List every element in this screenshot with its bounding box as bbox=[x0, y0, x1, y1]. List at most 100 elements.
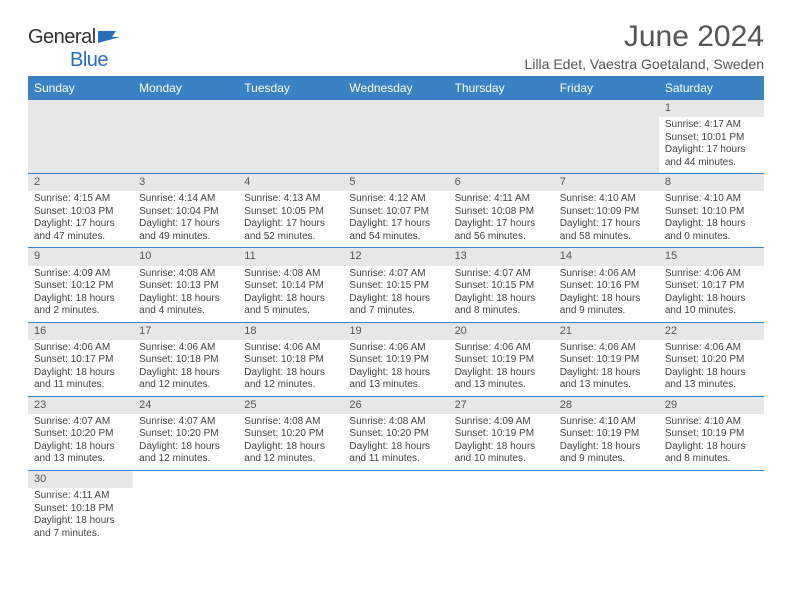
daylight-text: Daylight: 18 hours and 10 minutes. bbox=[665, 293, 758, 318]
sunrise-text: Sunrise: 4:10 AM bbox=[560, 193, 653, 206]
weekday-header: Sunday bbox=[28, 76, 133, 100]
calendar-day-cell: 10Sunrise: 4:08 AMSunset: 10:13 PMDaylig… bbox=[133, 248, 238, 322]
daylight-text: Daylight: 18 hours and 7 minutes. bbox=[349, 293, 442, 318]
daylight-text: Daylight: 18 hours and 8 minutes. bbox=[665, 441, 758, 466]
weekday-header: Saturday bbox=[659, 76, 764, 100]
calendar-day-cell bbox=[659, 470, 764, 544]
day-number: 25 bbox=[238, 397, 343, 414]
daylight-text: Daylight: 17 hours and 58 minutes. bbox=[560, 218, 653, 243]
day-number: 29 bbox=[659, 397, 764, 414]
calendar-day-cell: 20Sunrise: 4:06 AMSunset: 10:19 PMDaylig… bbox=[449, 322, 554, 396]
sunset-text: Sunset: 10:19 PM bbox=[560, 354, 653, 367]
sunrise-text: Sunrise: 4:12 AM bbox=[349, 193, 442, 206]
daylight-text: Daylight: 18 hours and 13 minutes. bbox=[349, 367, 442, 392]
calendar-week-row: 23Sunrise: 4:07 AMSunset: 10:20 PMDaylig… bbox=[28, 396, 764, 470]
daylight-text: Daylight: 18 hours and 7 minutes. bbox=[34, 515, 127, 540]
sunrise-text: Sunrise: 4:07 AM bbox=[34, 416, 127, 429]
day-number: 11 bbox=[238, 248, 343, 265]
day-content: Sunrise: 4:08 AMSunset: 10:14 PMDaylight… bbox=[238, 266, 343, 322]
sunrise-text: Sunrise: 4:17 AM bbox=[665, 119, 758, 132]
sunrise-text: Sunrise: 4:06 AM bbox=[560, 268, 653, 281]
sunset-text: Sunset: 10:09 PM bbox=[560, 206, 653, 219]
sunset-text: Sunset: 10:15 PM bbox=[349, 280, 442, 293]
weekday-header: Friday bbox=[554, 76, 659, 100]
calendar-day-cell bbox=[28, 100, 133, 174]
day-content: Sunrise: 4:06 AMSunset: 10:19 PMDaylight… bbox=[343, 340, 448, 396]
daylight-text: Daylight: 18 hours and 12 minutes. bbox=[139, 367, 232, 392]
sunset-text: Sunset: 10:20 PM bbox=[34, 428, 127, 441]
sunrise-text: Sunrise: 4:07 AM bbox=[455, 268, 548, 281]
day-content: Sunrise: 4:15 AMSunset: 10:03 PMDaylight… bbox=[28, 191, 133, 247]
calendar-day-cell: 3Sunrise: 4:14 AMSunset: 10:04 PMDayligh… bbox=[133, 174, 238, 248]
sunrise-text: Sunrise: 4:06 AM bbox=[244, 342, 337, 355]
sunrise-text: Sunrise: 4:06 AM bbox=[665, 268, 758, 281]
calendar-week-row: 16Sunrise: 4:06 AMSunset: 10:17 PMDaylig… bbox=[28, 322, 764, 396]
sunset-text: Sunset: 10:20 PM bbox=[349, 428, 442, 441]
sunset-text: Sunset: 10:16 PM bbox=[560, 280, 653, 293]
day-content: Sunrise: 4:06 AMSunset: 10:20 PMDaylight… bbox=[659, 340, 764, 396]
logo-text: GeneralBlue bbox=[28, 26, 120, 72]
day-content: Sunrise: 4:14 AMSunset: 10:04 PMDaylight… bbox=[133, 191, 238, 247]
day-content: Sunrise: 4:06 AMSunset: 10:19 PMDaylight… bbox=[449, 340, 554, 396]
sunrise-text: Sunrise: 4:10 AM bbox=[560, 416, 653, 429]
day-number: 6 bbox=[449, 174, 554, 191]
day-content: Sunrise: 4:08 AMSunset: 10:20 PMDaylight… bbox=[343, 414, 448, 470]
calendar-day-cell: 17Sunrise: 4:06 AMSunset: 10:18 PMDaylig… bbox=[133, 322, 238, 396]
day-number: 15 bbox=[659, 248, 764, 265]
daylight-text: Daylight: 18 hours and 13 minutes. bbox=[455, 367, 548, 392]
sunset-text: Sunset: 10:19 PM bbox=[455, 428, 548, 441]
sunrise-text: Sunrise: 4:09 AM bbox=[34, 268, 127, 281]
sunset-text: Sunset: 10:17 PM bbox=[34, 354, 127, 367]
day-number: 28 bbox=[554, 397, 659, 414]
sunrise-text: Sunrise: 4:10 AM bbox=[665, 416, 758, 429]
sunrise-text: Sunrise: 4:15 AM bbox=[34, 193, 127, 206]
day-number: 10 bbox=[133, 248, 238, 265]
day-content: Sunrise: 4:06 AMSunset: 10:18 PMDaylight… bbox=[133, 340, 238, 396]
calendar-day-cell: 1Sunrise: 4:17 AMSunset: 10:01 PMDayligh… bbox=[659, 100, 764, 174]
day-number: 19 bbox=[343, 323, 448, 340]
day-content: Sunrise: 4:11 AMSunset: 10:18 PMDaylight… bbox=[28, 488, 133, 544]
calendar-table: SundayMondayTuesdayWednesdayThursdayFrid… bbox=[28, 76, 764, 544]
sunset-text: Sunset: 10:12 PM bbox=[34, 280, 127, 293]
calendar-day-cell: 30Sunrise: 4:11 AMSunset: 10:18 PMDaylig… bbox=[28, 470, 133, 544]
daylight-text: Daylight: 17 hours and 44 minutes. bbox=[665, 144, 758, 169]
day-content: Sunrise: 4:12 AMSunset: 10:07 PMDaylight… bbox=[343, 191, 448, 247]
daylight-text: Daylight: 17 hours and 54 minutes. bbox=[349, 218, 442, 243]
daylight-text: Daylight: 18 hours and 12 minutes. bbox=[244, 441, 337, 466]
day-content: Sunrise: 4:08 AMSunset: 10:20 PMDaylight… bbox=[238, 414, 343, 470]
sunset-text: Sunset: 10:18 PM bbox=[244, 354, 337, 367]
day-content: Sunrise: 4:17 AMSunset: 10:01 PMDaylight… bbox=[659, 117, 764, 173]
calendar-day-cell: 7Sunrise: 4:10 AMSunset: 10:09 PMDayligh… bbox=[554, 174, 659, 248]
daylight-text: Daylight: 18 hours and 13 minutes. bbox=[665, 367, 758, 392]
day-content: Sunrise: 4:06 AMSunset: 10:18 PMDaylight… bbox=[238, 340, 343, 396]
day-number: 5 bbox=[343, 174, 448, 191]
sunrise-text: Sunrise: 4:06 AM bbox=[34, 342, 127, 355]
day-number: 3 bbox=[133, 174, 238, 191]
calendar-week-row: 2Sunrise: 4:15 AMSunset: 10:03 PMDayligh… bbox=[28, 174, 764, 248]
sunset-text: Sunset: 10:20 PM bbox=[244, 428, 337, 441]
sunrise-text: Sunrise: 4:07 AM bbox=[349, 268, 442, 281]
day-content: Sunrise: 4:07 AMSunset: 10:15 PMDaylight… bbox=[343, 266, 448, 322]
day-number: 17 bbox=[133, 323, 238, 340]
title-block: June 2024 Lilla Edet, Vaestra Goetaland,… bbox=[525, 20, 764, 72]
sunset-text: Sunset: 10:17 PM bbox=[665, 280, 758, 293]
sunset-text: Sunset: 10:14 PM bbox=[244, 280, 337, 293]
calendar-day-cell bbox=[133, 100, 238, 174]
daylight-text: Daylight: 18 hours and 13 minutes. bbox=[34, 441, 127, 466]
daylight-text: Daylight: 18 hours and 8 minutes. bbox=[455, 293, 548, 318]
calendar-day-cell: 13Sunrise: 4:07 AMSunset: 10:15 PMDaylig… bbox=[449, 248, 554, 322]
day-number: 2 bbox=[28, 174, 133, 191]
weekday-header: Thursday bbox=[449, 76, 554, 100]
day-content: Sunrise: 4:06 AMSunset: 10:17 PMDaylight… bbox=[28, 340, 133, 396]
day-number: 12 bbox=[343, 248, 448, 265]
day-number: 8 bbox=[659, 174, 764, 191]
calendar-day-cell: 19Sunrise: 4:06 AMSunset: 10:19 PMDaylig… bbox=[343, 322, 448, 396]
page-header: GeneralBlue June 2024 Lilla Edet, Vaestr… bbox=[28, 20, 764, 72]
calendar-day-cell: 5Sunrise: 4:12 AMSunset: 10:07 PMDayligh… bbox=[343, 174, 448, 248]
sunset-text: Sunset: 10:03 PM bbox=[34, 206, 127, 219]
daylight-text: Daylight: 17 hours and 49 minutes. bbox=[139, 218, 232, 243]
sunrise-text: Sunrise: 4:06 AM bbox=[665, 342, 758, 355]
daylight-text: Daylight: 17 hours and 47 minutes. bbox=[34, 218, 127, 243]
calendar-day-cell bbox=[449, 100, 554, 174]
calendar-day-cell: 23Sunrise: 4:07 AMSunset: 10:20 PMDaylig… bbox=[28, 396, 133, 470]
